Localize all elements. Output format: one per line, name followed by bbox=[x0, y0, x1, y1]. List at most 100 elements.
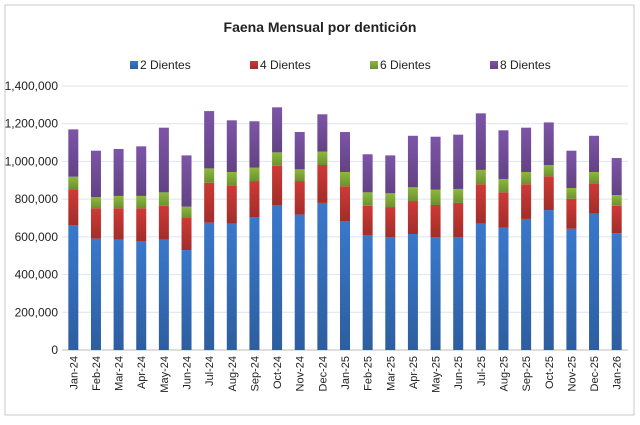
bar-segment-8-dientes bbox=[294, 132, 305, 170]
bar-segment-2-dientes bbox=[90, 238, 101, 350]
bar-stack bbox=[90, 150, 101, 350]
legend-item: 4 Dientes bbox=[250, 58, 311, 72]
x-tick-label: Dec-24 bbox=[317, 356, 329, 391]
bar-segment-2-dientes bbox=[521, 218, 532, 350]
legend-label: 6 Dientes bbox=[380, 58, 431, 72]
bar-segment-4-dientes bbox=[543, 176, 554, 211]
legend-swatch bbox=[490, 61, 498, 69]
x-tick-label: Aug-24 bbox=[227, 356, 239, 391]
x-tick-label: Feb-25 bbox=[363, 356, 375, 391]
bar-segment-8-dientes bbox=[611, 158, 622, 195]
bar-segment-4-dientes bbox=[589, 183, 600, 214]
bar-segment-4-dientes bbox=[204, 182, 215, 223]
x-tick-label: Sep-25 bbox=[521, 356, 533, 391]
bar-segment-8-dientes bbox=[475, 113, 486, 170]
bar-segment-4-dientes bbox=[475, 184, 486, 224]
x-tick-label: Mar-24 bbox=[114, 356, 126, 391]
legend-swatch bbox=[370, 61, 378, 69]
bar-segment-8-dientes bbox=[68, 129, 79, 177]
bar-stack bbox=[543, 122, 554, 350]
legend-label: 4 Dientes bbox=[260, 58, 311, 72]
bar-segment-4-dientes bbox=[521, 184, 532, 219]
bar-segment-6-dientes bbox=[385, 193, 396, 208]
x-tick-label: Apr-24 bbox=[136, 356, 148, 389]
bar-segment-8-dientes bbox=[453, 134, 464, 189]
bar-segment-6-dientes bbox=[566, 188, 577, 199]
bar-stack bbox=[272, 107, 283, 350]
bar-stack bbox=[113, 148, 124, 350]
bar-segment-4-dientes bbox=[453, 202, 464, 238]
bar-segment-8-dientes bbox=[340, 132, 350, 172]
bar-segment-8-dientes bbox=[543, 122, 554, 166]
bar-segment-4-dientes bbox=[362, 205, 373, 235]
bar-stack bbox=[294, 132, 305, 350]
bar-segment-8-dientes bbox=[317, 114, 328, 152]
x-tick-label: May-24 bbox=[159, 356, 171, 393]
bar-segment-2-dientes bbox=[407, 234, 418, 350]
bar-segment-8-dientes bbox=[589, 135, 600, 172]
bar-segment-6-dientes bbox=[158, 192, 169, 206]
bar-segment-6-dientes bbox=[340, 171, 350, 187]
bar-segment-2-dientes bbox=[317, 202, 328, 350]
bar-segment-8-dientes bbox=[407, 135, 418, 188]
bar-segment-4-dientes bbox=[249, 181, 260, 218]
bar-segment-4-dientes bbox=[272, 165, 283, 205]
bar-segment-8-dientes bbox=[566, 150, 577, 189]
bar-segment-6-dientes bbox=[362, 192, 373, 206]
bar-segment-6-dientes bbox=[226, 171, 237, 186]
bar-segment-8-dientes bbox=[430, 136, 441, 190]
bar-segment-2-dientes bbox=[113, 239, 124, 350]
bar-segment-4-dientes bbox=[181, 218, 192, 251]
bar-segment-4-dientes bbox=[68, 189, 79, 226]
x-tick-label: Jan-24 bbox=[68, 356, 80, 390]
bar-segment-8-dientes bbox=[385, 155, 396, 194]
x-tick-label: Sep-24 bbox=[249, 356, 261, 391]
bar-stack bbox=[589, 135, 600, 350]
bar-segment-2-dientes bbox=[294, 214, 305, 350]
bar-segment-8-dientes bbox=[272, 107, 283, 153]
bar-stack bbox=[68, 129, 79, 350]
bar-segment-4-dientes bbox=[136, 208, 147, 242]
legend: 2 Dientes 4 Dientes 6 Dientes 8 Dientes bbox=[130, 58, 551, 72]
bar-segment-4-dientes bbox=[158, 205, 169, 240]
legend-item: 8 Dientes bbox=[490, 58, 551, 72]
y-tick-label: 1,200,000 bbox=[5, 117, 59, 131]
bar-stack bbox=[158, 127, 169, 350]
x-tick-label: Nov-25 bbox=[566, 356, 578, 391]
bar-segment-6-dientes bbox=[272, 152, 283, 166]
bar-segment-2-dientes bbox=[430, 237, 441, 350]
bar-segment-6-dientes bbox=[113, 195, 124, 209]
bar-stack bbox=[498, 130, 509, 350]
bar-stack bbox=[453, 134, 464, 350]
bar-segment-4-dientes bbox=[90, 208, 101, 239]
x-tick-label: Jul-25 bbox=[476, 356, 488, 386]
bar-segment-8-dientes bbox=[249, 121, 260, 168]
x-tick-label: Jun-24 bbox=[182, 356, 194, 390]
bar-segment-2-dientes bbox=[498, 227, 509, 350]
bar-segment-8-dientes bbox=[362, 154, 373, 193]
bar-segment-8-dientes bbox=[521, 127, 532, 172]
bar-segment-8-dientes bbox=[158, 127, 169, 193]
bar-stack bbox=[136, 146, 147, 350]
bar-segment-2-dientes bbox=[543, 210, 554, 350]
bar-stack bbox=[430, 136, 441, 350]
bar-segment-2-dientes bbox=[566, 228, 577, 350]
y-tick-label: 600,000 bbox=[15, 230, 59, 244]
bar-stack bbox=[521, 127, 532, 350]
bar-segment-2-dientes bbox=[68, 225, 79, 350]
x-tick-label: May-25 bbox=[431, 356, 443, 393]
bar-segment-8-dientes bbox=[181, 155, 192, 207]
bar-segment-2-dientes bbox=[475, 223, 486, 350]
bar-stack bbox=[317, 114, 328, 350]
x-tick-label: Feb-24 bbox=[91, 356, 103, 391]
bar-segment-2-dientes bbox=[158, 239, 169, 350]
bar-segment-2-dientes bbox=[611, 233, 622, 350]
bar-segment-4-dientes bbox=[294, 181, 305, 215]
bar-segment-8-dientes bbox=[498, 130, 509, 179]
x-tick-label: Jul-24 bbox=[204, 356, 216, 386]
bar-segment-2-dientes bbox=[226, 223, 237, 350]
x-tick-label: Oct-25 bbox=[544, 356, 556, 389]
bar-stack bbox=[566, 150, 577, 350]
y-tick-label: 0 bbox=[51, 343, 58, 357]
